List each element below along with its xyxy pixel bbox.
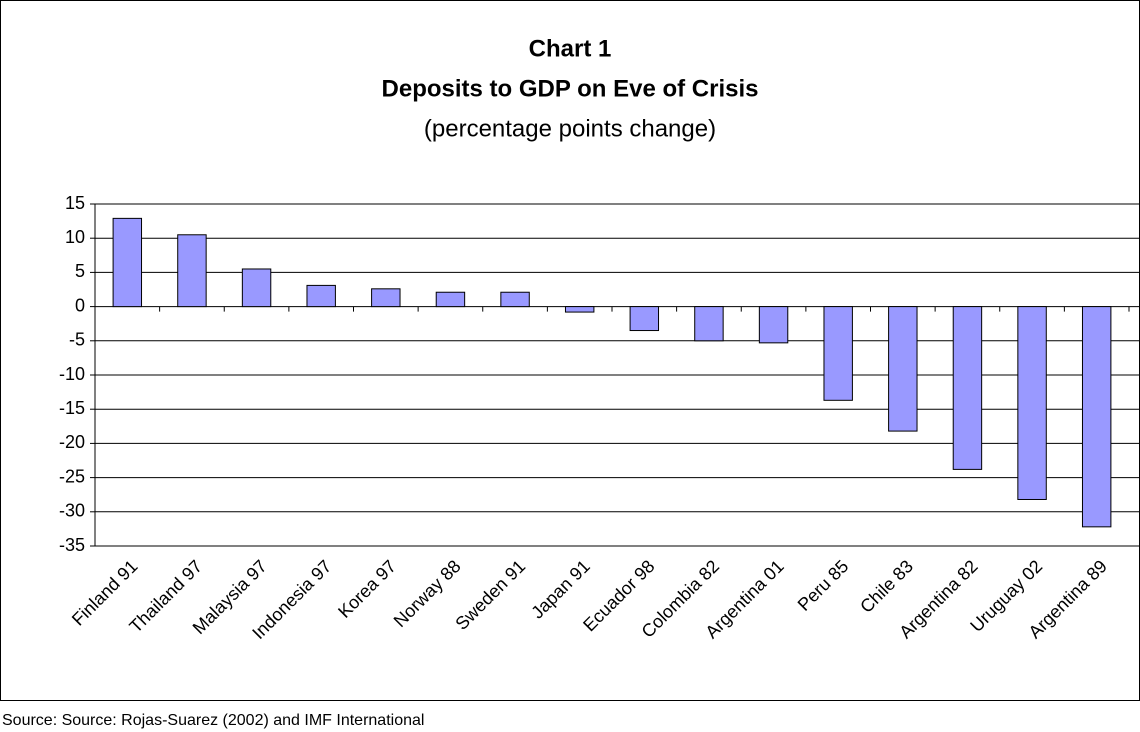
y-tick-label: -20: [59, 432, 85, 452]
chart-title: Chart 1: [529, 35, 612, 62]
bar: [1017, 306, 1047, 500]
y-tick-label: -35: [59, 535, 85, 555]
bar: [823, 306, 853, 401]
bar: [1081, 306, 1112, 528]
x-tick-label: Korea 97: [334, 556, 400, 622]
bar: [241, 268, 272, 308]
bar: [758, 306, 789, 344]
bar: [112, 217, 143, 308]
y-tick-label: -10: [59, 364, 85, 384]
y-tick-label: -5: [69, 330, 85, 350]
bar: [435, 291, 466, 308]
x-tick-label: Japan 91: [527, 556, 594, 623]
bar: [952, 306, 983, 470]
bar: [694, 306, 724, 342]
bar: [500, 291, 530, 308]
y-tick-label: 10: [65, 227, 85, 247]
x-tick-label: Sweden 91: [451, 556, 529, 634]
y-tick-label: -25: [59, 466, 85, 486]
y-tick-label: -15: [59, 398, 85, 418]
y-tick-label: 0: [75, 295, 85, 315]
y-tick-label: 15: [65, 193, 85, 213]
bar: [888, 306, 918, 432]
x-tick-label: Peru 85: [794, 556, 853, 615]
bar: [371, 288, 401, 308]
bar: [306, 284, 336, 308]
bar: [629, 306, 660, 332]
bar: [564, 306, 595, 313]
y-tick-label: 5: [75, 261, 85, 281]
bar: [177, 234, 207, 308]
chart-subtitle: Deposits to GDP on Eve of Crisis: [382, 75, 759, 102]
source-note: Source: Source: Rojas-Suarez (2002) and …: [2, 712, 424, 729]
y-tick-label: -30: [59, 501, 85, 521]
x-tick-label: Chile 83: [856, 556, 917, 617]
chart-subtitle: (percentage points change): [424, 115, 716, 142]
